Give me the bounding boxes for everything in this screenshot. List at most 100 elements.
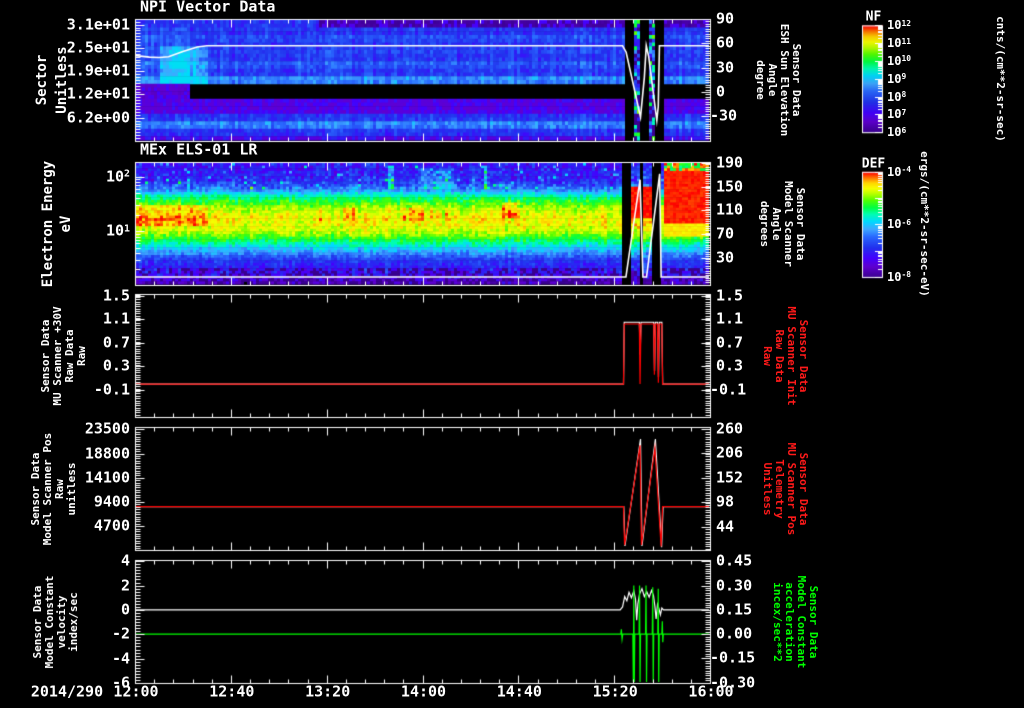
x-tick-label: 16:00 [688,682,734,701]
x-tick-label: 15:20 [592,682,638,701]
panel-4-right-tick: 152 [716,468,744,487]
panel-2-right-axis-label-line: degrees [758,200,771,247]
panel-1-right-tick: 30 [716,58,735,77]
panel-5-right-axis-label: Sensor Data Model Constant acceleration inc… [771,575,820,668]
panel-1-title: NPI Vector Data [140,0,276,16]
panel-1-right-axis-label-line: degree [754,60,767,100]
x-tick-label: 14:00 [400,682,447,701]
panel-5-left-axis-label-line: index/sec [67,591,80,652]
colorbar-nf-tick: 106 [887,125,907,140]
x-tick-label: 13:20 [305,682,351,701]
panel-1-right-tick: 60 [716,33,735,52]
colorbar-nf-tick: 1011 [887,36,911,51]
panel-2-left-axis-label-line: eV [58,215,74,232]
panel-4-left-axis-label-line: unitless [65,462,78,515]
panel-1-right-tick: 90 [716,9,735,28]
panel-5-right-axis-label-line: incex/sec**2 [771,581,784,662]
panel-5-left-tick: -4 [111,649,130,668]
panel-3-right-axis-label-line: Raw [761,345,774,366]
panel-1-left-tick: 6.2e+00 [66,108,130,127]
panel-5-right-tick: -0.30 [710,673,756,692]
panel-5-right-tick: 0.45 [716,551,753,570]
panel-2-title: MEx ELS-01 LR [140,140,258,159]
panel-3-right-tick: 1.1 [716,309,744,328]
panel-1-left-axis-label: Sector Unitless [32,46,72,113]
panel-4-left-axis-label: Sensor Data Model Scanner Pos Raw unitless [29,432,78,545]
panel-1-right-axis-label: Sensor Data ESH Sun Elevation Angle degree [754,23,803,137]
panel-2-right-tick: 110 [716,200,744,219]
panel-4-left-tick: 9400 [93,492,130,511]
panel-4-right-tick: 98 [716,492,735,511]
panel-4-left-tick: 14100 [84,468,130,487]
panel-3-left-tick: 0.7 [102,333,130,352]
colorbar-def-tick: 10-6 [887,217,911,232]
panel-4-right-axis-label: Sensor Data MU Scanner Pos Telemetry Unitle… [761,442,810,535]
panel-5-right-tick: -0.15 [710,648,756,667]
panel-1-right-axis-label-line: ESH Sun Elevation [778,23,791,137]
colorbar-nf-tick: 109 [887,71,907,86]
colorbar-def-unit-line: ergs/(cm**2-sr-sec-eV) [918,151,931,298]
panel-1-right-axis-label-line: Sensor Data [790,43,803,117]
panel-2-left-tick: 101 [105,221,130,240]
panel-3-right-axis-label-line: Sensor Data [797,319,810,392]
colorbar-def-tick: 10-4 [887,164,911,179]
panel-5-right-tick: 0.30 [716,576,753,595]
panel-2-left-tick: 102 [105,167,130,186]
panel-1-right-tick: -30 [710,106,738,125]
panel-2-left-axis-label: Electron Energy eV [39,160,75,286]
panel-5-right-tick: 0.00 [716,624,753,643]
panel-5-right-axis-label-line: Sensor Data [807,585,820,658]
panel-2-right-axis-label-line: Model Scanner [782,180,795,267]
colorbar-nf-title: NF [865,9,882,25]
x-tick-label: 12:40 [209,682,255,701]
panel-3-left-tick: 1.1 [102,309,130,328]
panel-2-right-tick: 30 [716,248,735,267]
panel-4-left-tick: 4700 [93,516,130,535]
colorbar-nf-unit: cnts/(cm**2-sr-sec) [994,16,1007,142]
panel-3-left-axis-label-line: Raw [75,345,88,366]
colorbar-def-tick: 10-8 [887,269,911,284]
panel-3-right-axis-label: Sensor Data MU Scanner Init Raw Data Raw [761,305,810,406]
colorbar-nf-tick: 107 [887,107,907,122]
panel-1-left-axis-label-line: Unitless [54,46,70,114]
panel-4-right-axis-label-line: Telemetry [773,458,786,519]
panel-1-right-tick: 0 [716,82,726,101]
panel-5-left-tick: 0 [120,600,130,619]
colorbar-nf-tick: 1010 [887,54,911,68]
panel-4-right-tick: 206 [716,443,744,462]
panel-1-left-axis-label-line: Sector [34,54,50,106]
panel-3-left-tick: -0.1 [93,380,130,399]
panel-4-right-axis-label-line: MU Scanner Pos [785,442,798,535]
panel-1-left-tick: 3.1e+01 [66,15,130,34]
panel-4-right-tick: 260 [716,419,744,438]
panel-5-right-axis-label-line: Model Constant [795,575,808,668]
panel-3-left-tick: 0.3 [102,356,130,375]
panel-5-right-tick: 0.15 [716,600,753,619]
panel-4-left-tick: 23500 [84,419,130,438]
panel-4-right-tick: 44 [716,517,735,536]
panel-2-right-axis-label: Sensor Data Model Scanner Angle degrees [758,180,807,267]
colorbar-def-title: DEF [861,156,886,172]
panel-3-left-axis-label: Sensor Data MU Scanner +30V Raw Data Raw [39,306,88,405]
panel-3-right-tick: -0.1 [710,380,747,399]
x-tick-label: 14:40 [496,682,542,701]
panel-5-left-axis-label: Sensor Data Model Constant velocity index/s… [31,575,80,668]
panel-3-left-tick: 1.5 [102,286,130,305]
panel-1-left-tick: 1.9e+01 [66,61,130,80]
panel-3-right-tick: 0.7 [716,333,744,352]
colorbar-nf-tick: 108 [887,89,907,104]
panel-5-left-tick: -2 [111,624,130,643]
panel-2-right-axis-label-line: Angle [770,206,783,241]
panel-2-right-tick: 190 [716,153,744,172]
panel-5-left-tick: 2 [120,576,130,595]
panel-3-right-axis-label-line: Raw Data [773,329,786,382]
panel-2-right-axis-label-line: Sensor Data [794,187,807,260]
date-label: 2014/290 [30,682,104,701]
panel-2-right-tick: 70 [716,224,735,243]
panel-3-right-axis-label-line: MU Scanner Init [785,305,798,406]
panel-5-left-tick: -6 [111,673,130,692]
panel-4-right-axis-label-line: Sensor Data [797,452,810,525]
panel-1-left-tick: 2.5e+01 [66,38,130,57]
